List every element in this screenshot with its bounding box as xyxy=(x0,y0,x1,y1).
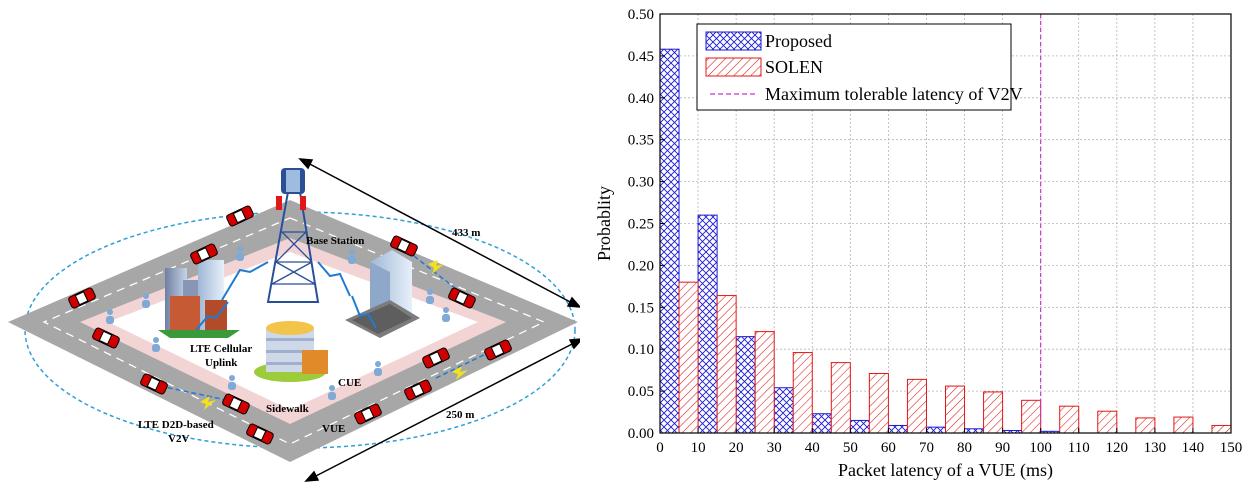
bar-solen xyxy=(1174,417,1193,433)
y-tick-label: 0.25 xyxy=(628,217,654,233)
bar-solen xyxy=(1060,406,1079,433)
system-diagram: Base Station LTE Cellular Uplink CUE Sid… xyxy=(0,0,580,482)
label-cue: CUE xyxy=(338,377,361,389)
bar-proposed xyxy=(736,337,755,433)
bar-solen xyxy=(717,296,736,433)
bar-solen xyxy=(793,353,812,433)
x-tick-label: 0 xyxy=(656,440,664,456)
bar-solen xyxy=(946,386,965,433)
bar-proposed xyxy=(926,427,945,433)
bar-proposed xyxy=(660,49,679,433)
x-tick-label: 80 xyxy=(957,440,972,456)
y-tick-label: 0.15 xyxy=(628,300,654,316)
bar-solen xyxy=(907,379,926,433)
bar-proposed xyxy=(698,215,717,433)
bar-solen xyxy=(1098,411,1117,433)
x-tick-label: 70 xyxy=(919,440,934,456)
y-tick-label: 0.40 xyxy=(628,91,654,107)
bar-proposed xyxy=(774,388,793,433)
x-tick-label: 120 xyxy=(1106,440,1129,456)
x-tick-label: 10 xyxy=(691,440,706,456)
label-vue: VUE xyxy=(322,423,345,435)
y-tick-label: 0.00 xyxy=(628,426,654,442)
x-tick-label: 110 xyxy=(1068,440,1090,456)
y-axis-label: Probablity xyxy=(594,186,614,261)
bar-solen xyxy=(1136,418,1155,433)
label-base-station: Base Station xyxy=(306,235,364,247)
y-tick-label: 0.35 xyxy=(628,133,654,149)
x-tick-label: 60 xyxy=(881,440,896,456)
bar-solen xyxy=(679,282,698,433)
y-tick-label: 0.10 xyxy=(628,342,654,358)
label-cellular-2: Uplink xyxy=(205,357,238,369)
bar-proposed xyxy=(812,414,831,433)
bar-proposed xyxy=(850,420,869,433)
x-tick-label: 30 xyxy=(767,440,782,456)
y-tick-label: 0.20 xyxy=(628,258,654,274)
legend: Proposed SOLEN Maximum tolerable latency… xyxy=(697,24,1023,110)
x-tick-label: 140 xyxy=(1182,440,1205,456)
legend-label-proposed: Proposed xyxy=(765,31,832,51)
y-tick-label: 0.05 xyxy=(628,384,654,400)
bar-solen xyxy=(984,392,1003,433)
legend-swatch-proposed xyxy=(706,32,761,50)
x-tick-label: 100 xyxy=(1029,440,1052,456)
legend-swatch-solen xyxy=(706,58,761,76)
bar-solen xyxy=(755,332,774,433)
legend-label-solen: SOLEN xyxy=(765,57,823,77)
bar-solen xyxy=(869,374,888,433)
bar-solen xyxy=(1022,400,1041,433)
y-tick-label: 0.45 xyxy=(628,49,654,65)
x-tick-label: 130 xyxy=(1144,440,1167,456)
x-tick-label: 90 xyxy=(995,440,1010,456)
bar-proposed xyxy=(965,429,984,433)
x-axis-label: Packet latency of a VUE (ms) xyxy=(838,460,1053,481)
label-d2d-1: LTE D2D-based xyxy=(138,419,214,431)
latency-chart: 0 10 20 30 40 50 60 70 80 90 100 110 120 130 140 150 0.0… xyxy=(580,0,1250,482)
label-dimension-433: 433 m xyxy=(452,227,480,239)
label-d2d-2: V2V xyxy=(168,433,189,445)
x-tick-label: 20 xyxy=(729,440,744,456)
bar-solen xyxy=(831,363,850,433)
label-dimension-250: 250 m xyxy=(446,409,474,421)
x-tick-label: 150 xyxy=(1220,440,1243,456)
y-tick-label: 0.50 xyxy=(628,7,654,23)
y-tick-label: 0.30 xyxy=(628,175,654,191)
label-cellular-1: LTE Cellular xyxy=(190,343,252,355)
label-sidewalk: Sidewalk xyxy=(266,403,310,415)
bar-solen xyxy=(1212,425,1231,433)
x-tick-label: 40 xyxy=(805,440,820,456)
x-tick-label: 50 xyxy=(843,440,858,456)
legend-label-reference: Maximum tolerable latency of V2V xyxy=(765,84,1023,104)
bar-proposed xyxy=(888,425,907,433)
